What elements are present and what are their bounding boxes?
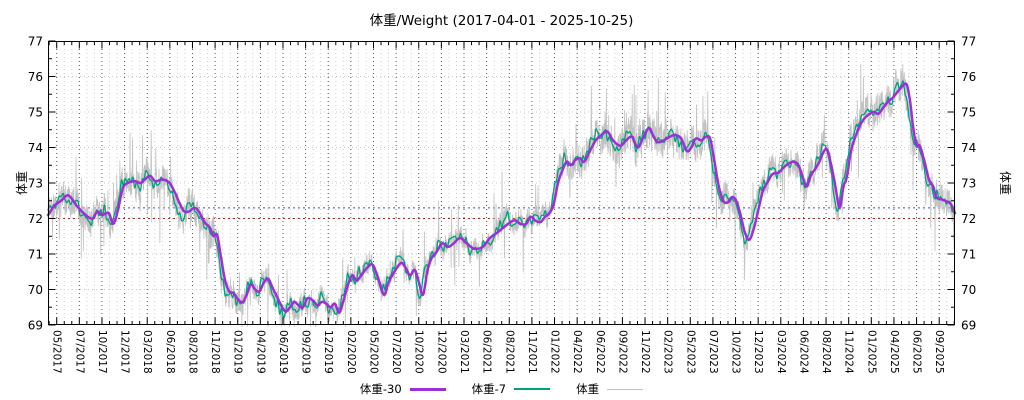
svg-text:03/2018: 03/2018 bbox=[141, 330, 153, 374]
svg-text:08/2021: 08/2021 bbox=[503, 330, 515, 374]
svg-text:04/2019: 04/2019 bbox=[254, 330, 266, 374]
svg-text:72: 72 bbox=[961, 212, 976, 226]
y-axis-label-left: 体重 bbox=[15, 171, 29, 196]
svg-text:02/2020: 02/2020 bbox=[345, 330, 357, 374]
svg-text:05/2023: 05/2023 bbox=[684, 330, 696, 374]
svg-text:10/2023: 10/2023 bbox=[730, 330, 742, 374]
svg-text:07/2023: 07/2023 bbox=[707, 330, 719, 374]
svg-text:10/2020: 10/2020 bbox=[413, 330, 425, 374]
svg-text:69: 69 bbox=[28, 319, 43, 333]
svg-text:73: 73 bbox=[28, 177, 43, 191]
svg-text:03/2021: 03/2021 bbox=[458, 330, 470, 374]
svg-text:04/2025: 04/2025 bbox=[888, 330, 900, 374]
svg-text:11/2022: 11/2022 bbox=[639, 330, 651, 374]
legend-item-weight-raw: 体重 bbox=[576, 381, 644, 397]
svg-text:76: 76 bbox=[961, 70, 976, 84]
svg-text:06/2022: 06/2022 bbox=[594, 330, 606, 374]
svg-text:08/2018: 08/2018 bbox=[187, 330, 199, 374]
svg-text:01/2019: 01/2019 bbox=[232, 330, 244, 374]
svg-text:06/2018: 06/2018 bbox=[164, 330, 176, 374]
svg-text:04/2022: 04/2022 bbox=[571, 330, 583, 374]
legend-line-sample-weight7 bbox=[514, 388, 551, 390]
svg-text:74: 74 bbox=[28, 141, 43, 155]
svg-text:06/2024: 06/2024 bbox=[797, 330, 809, 374]
svg-text:01/2022: 01/2022 bbox=[549, 330, 561, 374]
svg-text:03/2024: 03/2024 bbox=[775, 330, 787, 374]
svg-text:12/2023: 12/2023 bbox=[752, 330, 764, 374]
legend-line-sample-weight30 bbox=[409, 387, 446, 391]
svg-text:07/2020: 07/2020 bbox=[390, 330, 402, 374]
series-weight30 bbox=[46, 82, 957, 314]
svg-text:76: 76 bbox=[28, 70, 43, 84]
x-tick-labels: 05/2017 07/2017 10/2017 12/2017 03/2018 06/20… bbox=[51, 330, 946, 374]
y-tick-labels-left: 69 70 71 72 73 74 75 76 77 bbox=[28, 35, 43, 333]
svg-text:09/2019: 09/2019 bbox=[300, 330, 312, 374]
svg-text:12/2019: 12/2019 bbox=[322, 330, 334, 374]
svg-text:11/2018: 11/2018 bbox=[209, 330, 221, 374]
svg-text:08/2024: 08/2024 bbox=[820, 330, 832, 374]
y-tick-labels-right: 69 70 71 72 73 74 75 76 77 bbox=[961, 35, 976, 333]
svg-text:05/2017: 05/2017 bbox=[51, 330, 63, 374]
svg-text:12/2020: 12/2020 bbox=[435, 330, 447, 374]
legend-item-weight30: 体重-30 bbox=[360, 381, 446, 397]
series-weight7 bbox=[47, 80, 956, 319]
svg-text:09/2025: 09/2025 bbox=[933, 330, 945, 374]
chart-title: 体重/Weight (2017-04-01 - 2025-10-25) bbox=[369, 13, 634, 29]
svg-text:75: 75 bbox=[961, 106, 976, 120]
svg-text:70: 70 bbox=[961, 283, 976, 297]
legend-label-weight7: 体重-7 bbox=[471, 382, 507, 396]
y-axis-label-right: 体重 bbox=[998, 170, 1012, 195]
svg-text:71: 71 bbox=[961, 248, 976, 262]
svg-text:12/2017: 12/2017 bbox=[119, 330, 131, 374]
svg-text:06/2019: 06/2019 bbox=[277, 330, 289, 374]
legend-item-weight7: 体重-7 bbox=[471, 381, 551, 397]
svg-text:01/2025: 01/2025 bbox=[865, 330, 877, 374]
svg-text:73: 73 bbox=[961, 177, 976, 191]
svg-text:02/2023: 02/2023 bbox=[662, 330, 674, 374]
svg-text:75: 75 bbox=[28, 106, 43, 120]
legend: 体重-30 体重-7 体重 bbox=[0, 381, 1003, 397]
svg-text:10/2017: 10/2017 bbox=[96, 330, 108, 374]
svg-text:77: 77 bbox=[28, 35, 43, 49]
svg-text:70: 70 bbox=[28, 283, 43, 297]
svg-text:69: 69 bbox=[961, 319, 976, 333]
svg-text:06/2025: 06/2025 bbox=[911, 330, 923, 374]
legend-label-weight30: 体重-30 bbox=[359, 382, 402, 396]
svg-text:11/2021: 11/2021 bbox=[526, 330, 538, 374]
svg-text:07/2017: 07/2017 bbox=[73, 330, 85, 374]
legend-label-weight-raw: 体重 bbox=[576, 382, 600, 396]
series-weight-raw bbox=[47, 63, 956, 328]
axis-ticks bbox=[48, 40, 955, 326]
svg-text:06/2021: 06/2021 bbox=[481, 330, 493, 374]
svg-text:11/2024: 11/2024 bbox=[843, 330, 855, 374]
svg-text:77: 77 bbox=[961, 35, 976, 49]
svg-text:74: 74 bbox=[961, 141, 976, 155]
svg-text:71: 71 bbox=[28, 248, 43, 262]
svg-text:09/2022: 09/2022 bbox=[616, 330, 628, 374]
svg-text:05/2020: 05/2020 bbox=[368, 330, 380, 374]
legend-line-sample-weight-raw bbox=[607, 388, 644, 390]
svg-text:72: 72 bbox=[28, 212, 43, 226]
